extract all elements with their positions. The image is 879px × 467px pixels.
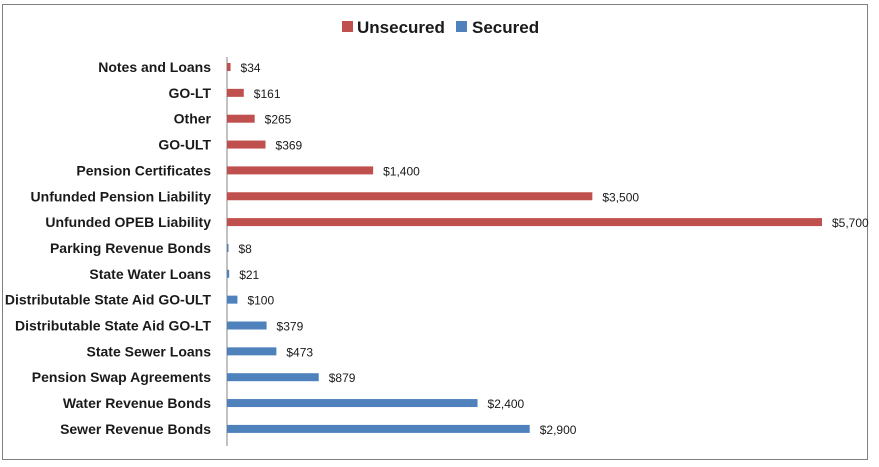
bar-pension-certificates	[227, 166, 374, 175]
bar-go-lt	[227, 88, 244, 97]
bars: Notes and Loans $34 GO-LT $161 Other $265 GO-U…	[5, 59, 869, 437]
value-label-pension-certificates: $1,400	[383, 164, 420, 178]
category-label-distributable-state-aid-go-ult: Distributable State Aid GO-ULT	[5, 292, 212, 308]
bar-other	[227, 114, 255, 123]
category-label-state-water-loans: State Water Loans	[89, 266, 211, 282]
category-label-state-sewer-loans: State Sewer Loans	[87, 343, 212, 359]
value-label-go-lt: $161	[254, 87, 281, 101]
category-label-go-ult: GO-ULT	[158, 137, 211, 153]
legend-swatch-secured	[456, 21, 467, 32]
value-label-distributable-state-aid-go-lt: $379	[277, 320, 304, 334]
category-label-other: Other	[174, 111, 212, 127]
chart-frame	[2, 4, 868, 460]
value-label-distributable-state-aid-go-ult: $100	[247, 294, 274, 308]
category-label-pension-certificates: Pension Certificates	[76, 162, 211, 178]
legend-label-unsecured: Unsecured	[357, 18, 445, 37]
legend-swatch-unsecured	[342, 21, 353, 32]
bar-state-water-loans	[227, 269, 230, 278]
value-label-go-ult: $369	[276, 139, 303, 153]
value-label-water-revenue-bonds: $2,400	[488, 397, 525, 411]
category-label-pension-swap-agreements: Pension Swap Agreements	[32, 369, 211, 385]
value-label-sewer-revenue-bonds: $2,900	[540, 423, 577, 437]
legend: Unsecured Secured	[342, 18, 539, 37]
value-label-state-sewer-loans: $473	[286, 345, 313, 359]
bar-unfunded-pension-liability	[227, 192, 593, 201]
bar-distributable-state-aid-go-lt	[227, 321, 267, 330]
value-label-unfunded-pension-liability: $3,500	[602, 190, 639, 204]
bar-distributable-state-aid-go-ult	[227, 295, 238, 304]
bar-unfunded-opeb-liability	[227, 218, 822, 227]
category-label-unfunded-pension-liability: Unfunded Pension Liability	[31, 188, 212, 204]
value-label-parking-revenue-bonds: $8	[239, 242, 253, 256]
bar-state-sewer-loans	[227, 347, 277, 356]
category-label-distributable-state-aid-go-lt: Distributable State Aid GO-LT	[15, 318, 211, 334]
category-label-parking-revenue-bonds: Parking Revenue Bonds	[50, 240, 211, 256]
category-label-unfunded-opeb-liability: Unfunded OPEB Liability	[45, 214, 211, 230]
value-label-unfunded-opeb-liability: $5,700	[832, 216, 869, 230]
bar-go-ult	[227, 140, 266, 149]
value-label-other: $265	[265, 113, 292, 127]
value-label-state-water-loans: $21	[239, 268, 259, 282]
value-label-pension-swap-agreements: $879	[329, 371, 356, 385]
bar-water-revenue-bonds	[227, 399, 478, 408]
category-label-sewer-revenue-bonds: Sewer Revenue Bonds	[60, 421, 211, 437]
bar-sewer-revenue-bonds	[227, 424, 530, 433]
bar-pension-swap-agreements	[227, 373, 319, 382]
category-label-notes-and-loans: Notes and Loans	[98, 59, 211, 75]
category-label-go-lt: GO-LT	[168, 85, 211, 101]
bar-notes-and-loans	[227, 63, 231, 71]
legend-label-secured: Secured	[472, 18, 539, 37]
bar-parking-revenue-bonds	[227, 243, 229, 252]
category-label-water-revenue-bonds: Water Revenue Bonds	[63, 395, 211, 411]
value-label-notes-and-loans: $34	[241, 61, 261, 75]
